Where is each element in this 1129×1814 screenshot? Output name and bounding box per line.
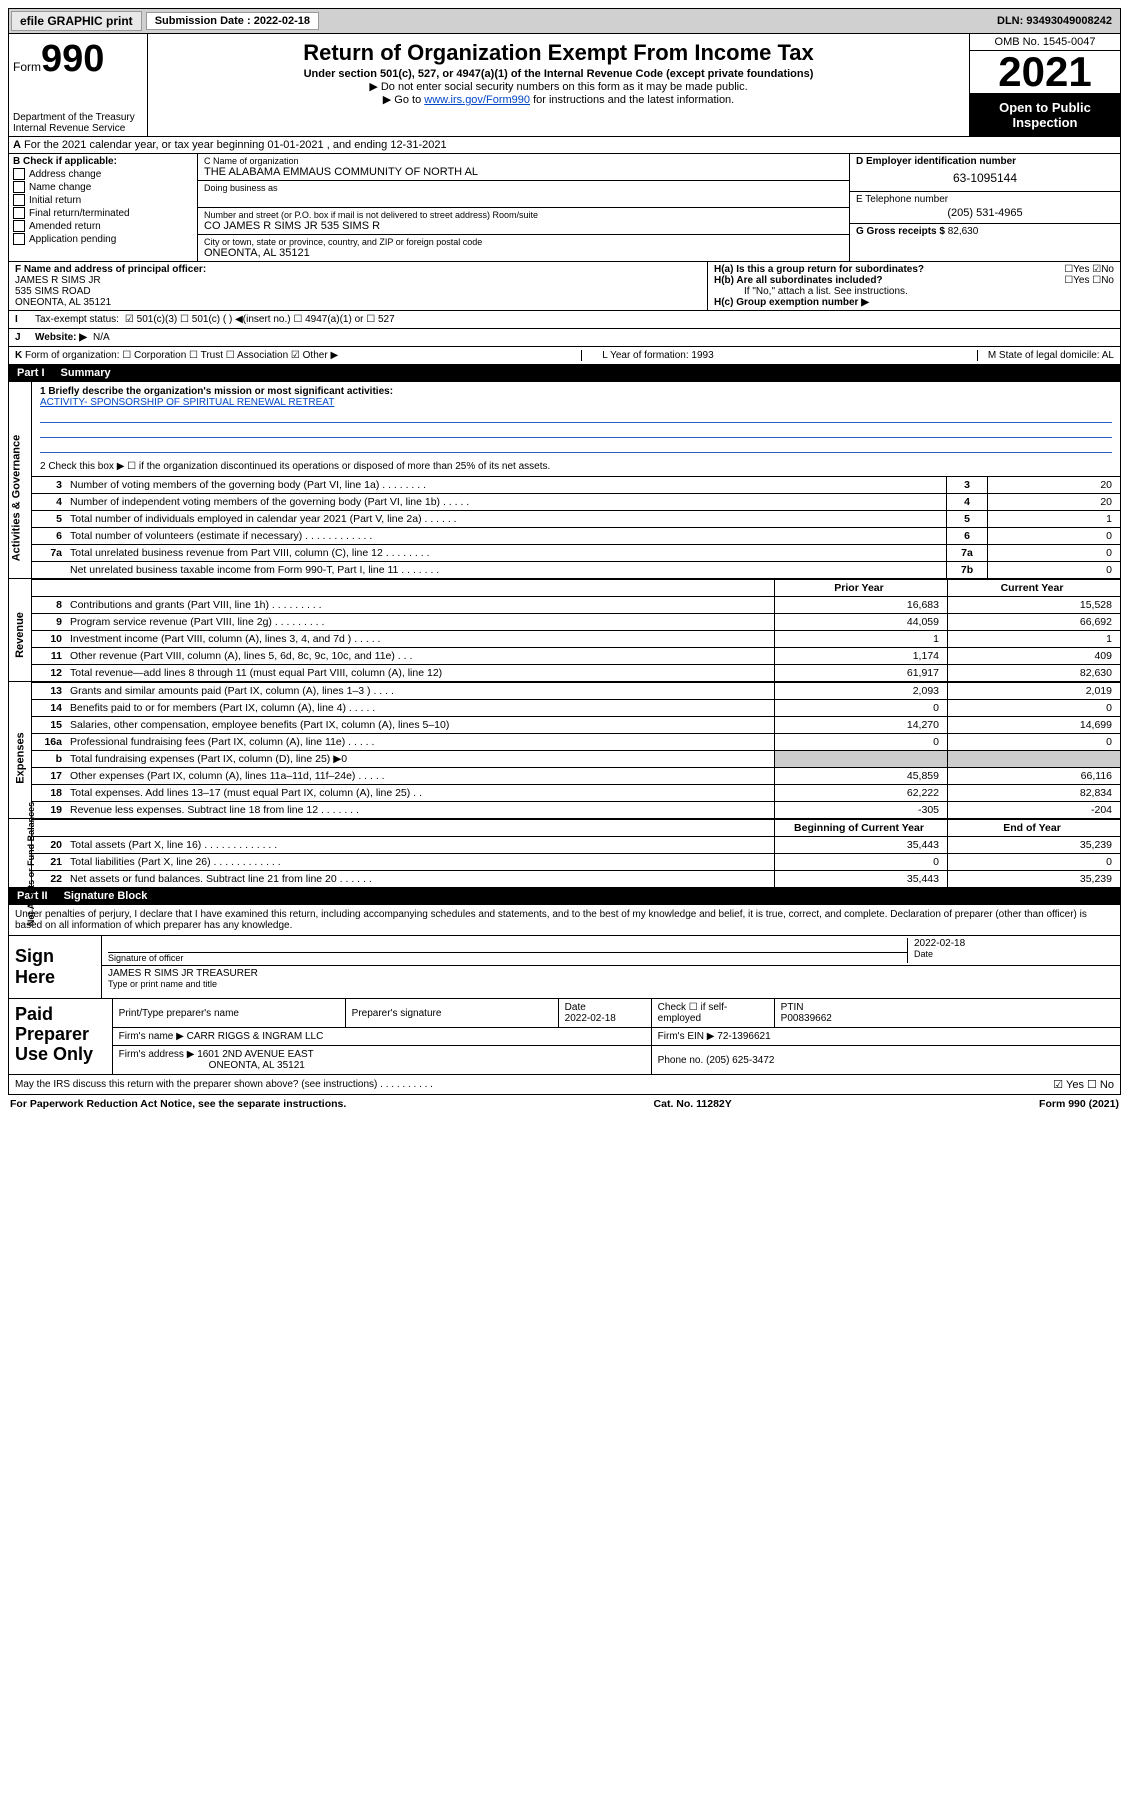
form-note1: ▶ Do not enter social security numbers o… <box>158 80 959 93</box>
page-footer: For Paperwork Reduction Act Notice, see … <box>8 1095 1121 1113</box>
form-header: Form990 Department of the Treasury Inter… <box>8 34 1121 137</box>
table-row: 13Grants and similar amounts paid (Part … <box>32 683 1120 700</box>
submission-date: Submission Date : 2022-02-18 <box>146 12 319 30</box>
ptin-value: P00839662 <box>781 1013 832 1024</box>
table-row: 20Total assets (Part X, line 16) . . . .… <box>32 837 1120 854</box>
table-row: 7aTotal unrelated business revenue from … <box>32 545 1120 562</box>
part1-header: Part I Summary <box>8 365 1121 382</box>
firm-name: CARR RIGGS & INGRAM LLC <box>187 1031 324 1042</box>
revenue-section: Revenue Prior YearCurrent Year8Contribut… <box>8 579 1121 682</box>
paid-preparer-block: Paid Preparer Use Only Print/Type prepar… <box>8 999 1121 1075</box>
sign-here-block: Sign Here Signature of officer 2022-02-1… <box>8 936 1121 999</box>
table-row: 15Salaries, other compensation, employee… <box>32 717 1120 734</box>
table-row: 6Total number of volunteers (estimate if… <box>32 528 1120 545</box>
form-subtitle: Under section 501(c), 527, or 4947(a)(1)… <box>158 68 959 80</box>
officer-name: JAMES R SIMS JR TREASURER <box>108 968 258 979</box>
ein-value: 63-1095144 <box>856 167 1114 189</box>
chk-address[interactable] <box>13 168 25 180</box>
top-bar: efile GRAPHIC print Submission Date : 20… <box>8 8 1121 34</box>
box-de: D Employer identification number 63-1095… <box>850 154 1120 261</box>
firm-address: 1601 2ND AVENUE EAST <box>197 1049 314 1060</box>
firm-phone: (205) 625-3472 <box>706 1055 774 1066</box>
table-row: 18Total expenses. Add lines 13–17 (must … <box>32 785 1120 802</box>
governance-section: Activities & Governance 1 Briefly descri… <box>8 382 1121 579</box>
mission-text[interactable]: ACTIVITY- SPONSORSHIP OF SPIRITUAL RENEW… <box>40 397 334 408</box>
table-row: 16aProfessional fundraising fees (Part I… <box>32 734 1120 751</box>
governance-table: 3Number of voting members of the governi… <box>32 476 1120 578</box>
efile-button[interactable]: efile GRAPHIC print <box>11 11 142 31</box>
line-a: A For the 2021 calendar year, or tax yea… <box>8 137 1121 154</box>
open-public-label: Open to Public Inspection <box>970 94 1120 136</box>
vtab-revenue: Revenue <box>14 612 26 658</box>
gross-receipts: 82,630 <box>948 226 979 237</box>
org-address: CO JAMES R SIMS JR 535 SIMS R <box>204 220 843 232</box>
table-row: 22Net assets or fund balances. Subtract … <box>32 871 1120 888</box>
table-row: bTotal fundraising expenses (Part IX, co… <box>32 751 1120 768</box>
discuss-answer: ☑ Yes ☐ No <box>1053 1078 1114 1091</box>
vtab-expenses: Expenses <box>15 732 27 783</box>
table-row: 19Revenue less expenses. Subtract line 1… <box>32 802 1120 819</box>
form-number: 990 <box>41 38 104 80</box>
officer-info: JAMES R SIMS JR 535 SIMS ROAD ONEONTA, A… <box>15 275 111 308</box>
prep-date: 2022-02-18 <box>565 1013 616 1024</box>
netassets-table: Beginning of Current YearEnd of Year20To… <box>32 819 1120 887</box>
table-row: 17Other expenses (Part IX, column (A), l… <box>32 768 1120 785</box>
sign-date: 2022-02-18 <box>914 938 1114 949</box>
phone-value: (205) 531-4965 <box>856 205 1114 221</box>
table-row: 12Total revenue—add lines 8 through 11 (… <box>32 665 1120 682</box>
box-c: C Name of organization THE ALABAMA EMMAU… <box>198 154 850 261</box>
tax-status-options: ☑ 501(c)(3) ☐ 501(c) ( ) ◀(insert no.) ☐… <box>125 314 395 325</box>
netassets-section: Net Assets or Fund Balances Beginning of… <box>8 819 1121 888</box>
year-formation: L Year of formation: 1993 <box>581 350 733 361</box>
form-note2: ▶ Go to www.irs.gov/Form990 for instruct… <box>158 93 959 106</box>
website-value: N/A <box>93 332 110 343</box>
entity-block: B Check if applicable: Address change Na… <box>8 154 1121 262</box>
vtab-governance: Activities & Governance <box>10 435 22 562</box>
discuss-question: May the IRS discuss this return with the… <box>8 1075 1121 1095</box>
table-row: Net unrelated business taxable income fr… <box>32 562 1120 579</box>
row-fh: F Name and address of principal officer:… <box>8 262 1121 311</box>
vtab-netassets: Net Assets or Fund Balances <box>26 802 36 926</box>
form-title: Return of Organization Exempt From Incom… <box>158 40 959 66</box>
chk-name[interactable] <box>13 181 25 193</box>
table-row: 8Contributions and grants (Part VIII, li… <box>32 597 1120 614</box>
firm-ein: 72-1396621 <box>717 1031 770 1042</box>
table-row: 11Other revenue (Part VIII, column (A), … <box>32 648 1120 665</box>
ha-answer: ☐Yes ☑No <box>1064 264 1114 275</box>
table-row: 21Total liabilities (Part X, line 26) . … <box>32 854 1120 871</box>
penalty-statement: Under penalties of perjury, I declare th… <box>8 905 1121 936</box>
table-row: 3Number of voting members of the governi… <box>32 477 1120 494</box>
revenue-table: Prior YearCurrent Year8Contributions and… <box>32 579 1120 681</box>
org-city: ONEONTA, AL 35121 <box>204 247 843 259</box>
chk-final[interactable] <box>13 207 25 219</box>
row-k: K Form of organization: ☐ Corporation ☐ … <box>8 347 1121 365</box>
chk-initial[interactable] <box>13 194 25 206</box>
tax-year: 2021 <box>970 51 1120 94</box>
chk-pending[interactable] <box>13 233 25 245</box>
org-name: THE ALABAMA EMMAUS COMMUNITY OF NORTH AL <box>204 166 843 178</box>
dln-label: DLN: 93493049008242 <box>997 15 1118 27</box>
row-j: J Website: ▶ N/A <box>8 329 1121 347</box>
dept-label: Department of the Treasury Internal Reve… <box>13 112 135 134</box>
state-domicile: M State of legal domicile: AL <box>977 350 1114 361</box>
form-ref: Form 990 (2021) <box>1039 1098 1119 1110</box>
form-word: Form <box>13 60 41 74</box>
hb-answer: ☐Yes ☐No <box>1064 275 1114 286</box>
box-b: B Check if applicable: Address change Na… <box>9 154 198 261</box>
chk-amended[interactable] <box>13 220 25 232</box>
table-row: 4Number of independent voting members of… <box>32 494 1120 511</box>
cat-number: Cat. No. 11282Y <box>654 1098 732 1110</box>
row-i: I Tax-exempt status: ☑ 501(c)(3) ☐ 501(c… <box>8 311 1121 329</box>
expenses-section: Expenses 13Grants and similar amounts pa… <box>8 682 1121 819</box>
table-row: 14Benefits paid to or for members (Part … <box>32 700 1120 717</box>
expenses-table: 13Grants and similar amounts paid (Part … <box>32 682 1120 818</box>
table-row: 10Investment income (Part VIII, column (… <box>32 631 1120 648</box>
table-row: 9Program service revenue (Part VIII, lin… <box>32 614 1120 631</box>
part2-header: Part II Signature Block <box>8 888 1121 905</box>
table-row: 5Total number of individuals employed in… <box>32 511 1120 528</box>
irs-link[interactable]: www.irs.gov/Form990 <box>424 94 530 106</box>
